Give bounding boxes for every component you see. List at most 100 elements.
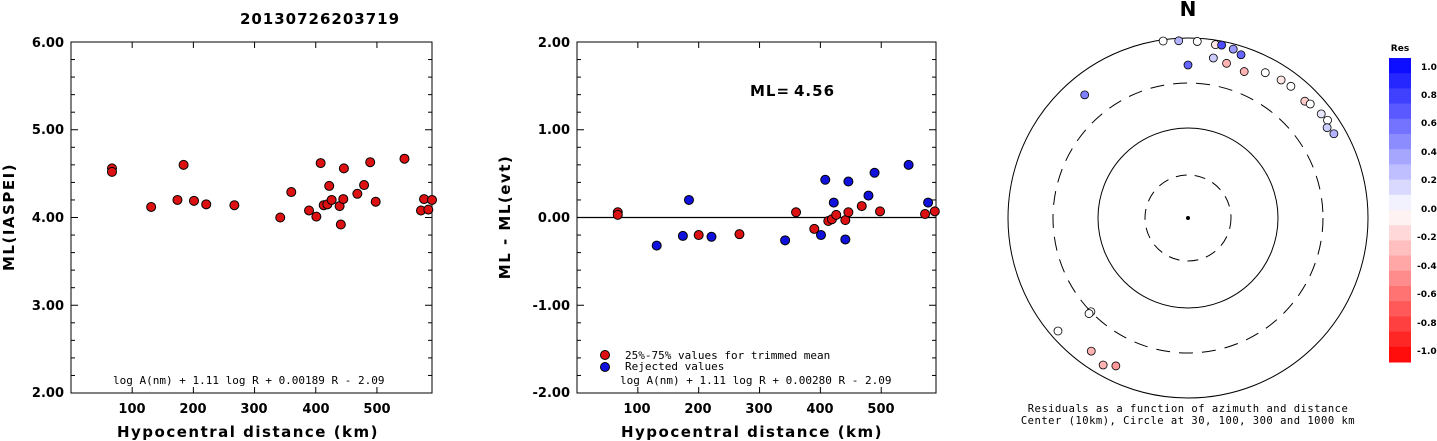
ml-data-point [201,199,212,210]
station-residual-point [1236,50,1246,60]
colorbar-cell [1389,270,1411,287]
ml-data-point [359,180,370,191]
colorbar-cell [1389,164,1411,181]
ring-30km [1144,174,1232,262]
ml-annotation-label: ML= [750,82,790,100]
residual-y-tick: 2.00 [538,36,570,51]
residual-y-tick: 1.00 [538,123,570,138]
colorbar-label: 0.2 [1421,176,1437,186]
colorbar-cell [1389,331,1411,348]
ml-data-point [324,180,335,191]
ml-data-point [423,204,434,215]
ml-data-point [275,212,286,223]
legend-label-rejected: Rejected values [625,360,724,373]
colorbar-label: 0.6 [1421,119,1437,129]
colorbar-cell [1389,118,1411,135]
residual-x-tick: 400 [806,402,833,417]
ml-y-tick: 2.00 [32,386,64,401]
station-residual-point [1228,44,1238,54]
station-residual-point [1329,129,1339,139]
ml-y-tick: 4.00 [32,211,64,226]
trimmed-data-point [929,206,940,217]
event-title: 20130726203719 [240,10,400,28]
ml-x-tick: 200 [179,402,206,417]
trimmed-data-point [612,209,623,220]
residual-legend: 25%-75% values for trimmed mean Rejected… [600,349,830,373]
rejected-data-point [840,234,851,245]
colorbar-label: -0.8 [1417,319,1437,329]
legend-marker-trimmed [600,350,610,360]
trimmed-data-point [856,201,867,212]
station-residual-point [1111,361,1121,371]
colorbar-label: -0.4 [1417,262,1437,272]
colorbar-cell [1389,225,1411,241]
colorbar-cell [1389,58,1411,74]
colorbar-cell [1389,134,1411,150]
residual-x-tick: 200 [684,402,711,417]
colorbar-label: 0.4 [1421,148,1437,158]
station-residual-point [1322,123,1332,133]
colorbar-cell [1389,346,1411,363]
colorbar-cell [1389,88,1411,105]
residual-y-tick: -1.00 [533,299,570,314]
ml-data-point [365,157,376,168]
ml-y-tick: 5.00 [32,123,64,138]
colorbar-cell [1389,316,1411,333]
center-dot [1186,216,1190,220]
ml-data-point [188,195,199,206]
ml-data-point [178,159,189,170]
station-residual-point [1323,115,1332,125]
rejected-data-point [683,194,694,205]
ml-x-axis-label: Hypocentral distance (km) [117,423,379,441]
north-label: N [1180,0,1197,21]
ml-x-tick: 500 [363,402,390,417]
ml-data-point [304,205,315,216]
station-residual-point [1084,309,1094,318]
station-residual-point [1239,67,1249,76]
rejected-data-point [780,235,791,246]
ml-y-ticks: 6.00 5.00 4.00 3.00 2.00 [32,36,64,401]
colorbar-label: -1.0 [1417,347,1437,357]
colorbar-cell [1389,179,1411,196]
ml-points [106,153,437,230]
rejected-data-point [677,230,688,241]
colorbar-cell [1389,103,1411,120]
station-residual-point [1208,53,1218,63]
ml-data-point [427,194,437,205]
colorbar: Res 1.0 0.8 0.6 0.4 0.2 0.0 -0.2 -0.4 -0… [1389,44,1437,363]
ml-data-point [286,187,297,198]
residual-y-axis-label: ML - ML(evt) [496,155,514,279]
rejected-data-point [923,197,934,208]
colorbar-cell [1389,149,1411,165]
ml-distance-panel: 6.00 5.00 4.00 3.00 2.00 100 200 300 400… [0,36,437,441]
station-residual-point [1158,36,1168,46]
ml-data-point [315,158,326,169]
colorbar-cell [1389,286,1411,302]
trimmed-data-point [920,208,931,219]
ml-x-tick: 300 [240,402,267,417]
ml-data-point [326,194,337,205]
colorbar-label: 1.0 [1421,63,1437,73]
station-residual-point [1260,68,1270,78]
station-residual-point [1192,37,1202,46]
station-residual-point [1316,109,1326,119]
colorbar-label: 0.0 [1421,205,1437,215]
residual-points [612,159,940,251]
azimuth-caption-line2: Center (10km), Circle at 30, 100, 300 an… [1021,415,1355,427]
residual-x-axis-label: Hypocentral distance (km) [621,423,883,441]
ml-data-point [352,188,363,199]
colorbar-cell [1389,210,1411,226]
residual-x-ticks: 100 200 300 400 500 [623,402,894,417]
trimmed-data-point [809,223,820,234]
ml-data-point [229,200,240,211]
ml-x-tick: 100 [118,402,145,417]
ml-annotation-value: 4.56 [794,82,835,100]
ml-data-point [106,166,117,177]
colorbar-cell [1389,255,1411,272]
rejected-data-point [863,190,874,201]
ring-1000km [1007,37,1369,399]
legend-label-trimmed: 25%-75% values for trimmed mean [625,349,830,362]
station-residual-point [1217,40,1227,50]
ml-plot-frame [70,41,433,394]
rejected-data-point [843,176,854,187]
